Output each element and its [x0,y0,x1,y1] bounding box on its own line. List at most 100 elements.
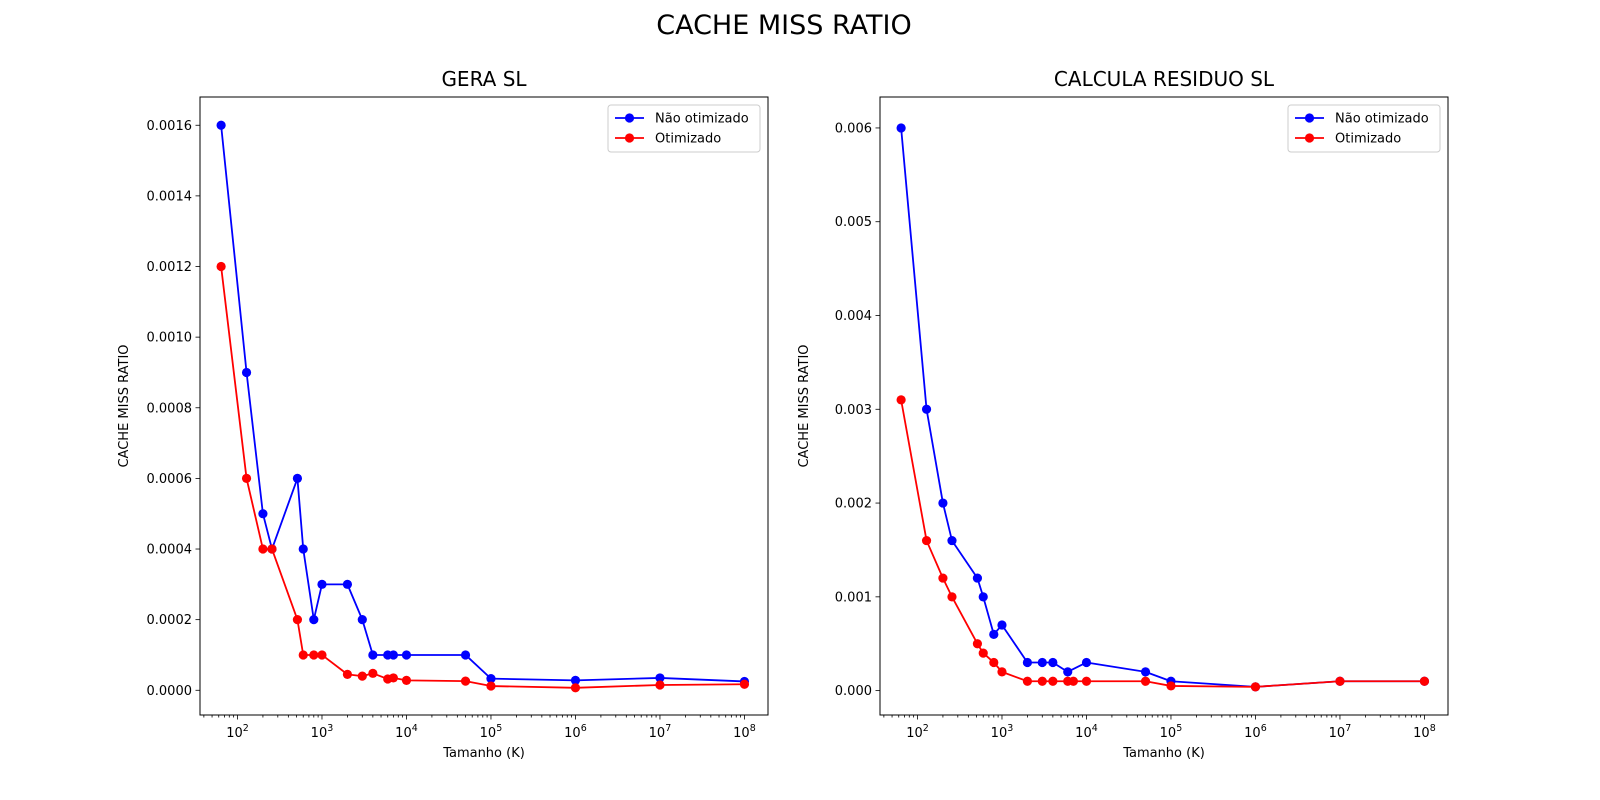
data-point [739,679,750,689]
data-point [947,592,957,602]
x-tick-label: 107 [1329,723,1352,741]
data-point [317,579,327,589]
data-point [317,650,327,660]
data-point [921,535,932,546]
x-tick-label: 103 [311,723,334,741]
y-tick-label: 0.006 [835,121,872,136]
x-axis-label: Tamanho (K) [1122,746,1205,761]
data-point [241,473,252,483]
x-tick-label: 104 [395,723,418,741]
x-tick-label: 103 [991,723,1014,741]
figure-title: CACHE MISS RATIO [656,10,912,41]
data-point [298,650,308,660]
data-point [938,573,948,583]
data-point [267,544,277,554]
data-point [460,650,471,660]
y-tick-label: 0.0006 [147,472,193,487]
data-point [216,120,226,130]
legend-label: Não otimizado [1335,112,1429,127]
legend-swatch-marker [624,133,635,143]
y-tick-label: 0.0012 [147,260,193,275]
x-axis-label: Tamanho (K) [442,746,525,761]
data-point [1022,676,1033,686]
data-point [258,509,268,519]
y-tick-label: 0.0002 [147,613,193,628]
data-point [292,615,303,625]
data-point [938,498,948,508]
x-tick-label: 104 [1075,723,1098,741]
legend-label: Otimizado [655,132,721,147]
chart-title: GERA SL [441,67,527,91]
data-point [972,573,983,583]
data-point [357,615,367,625]
legend-swatch-marker [624,113,635,123]
legend-box [607,104,761,153]
legend-swatch-marker [1304,133,1315,143]
data-point [298,544,308,554]
y-tick-label: 0.002 [835,497,872,512]
data-point [972,639,983,649]
data-point [1250,682,1261,692]
data-point [1037,676,1047,686]
data-point [1022,657,1033,668]
y-tick-label: 0.001 [835,590,872,605]
data-point [292,473,303,483]
data-point [978,592,988,602]
data-point [570,675,581,685]
data-point [486,681,496,691]
plot-frame [199,96,769,716]
x-tick-label: 106 [564,723,587,741]
data-point [258,544,268,554]
x-tick-label: 105 [1160,723,1183,741]
legend-label: Não otimizado [655,112,749,127]
data-point [342,579,353,589]
x-tick-label: 108 [1413,723,1436,741]
data-point [388,650,398,660]
data-point [947,535,957,546]
x-tick-label: 107 [649,723,672,741]
data-point [1063,667,1073,677]
data-point [368,650,378,660]
x-tick-label: 106 [1244,723,1267,741]
data-point [342,669,353,679]
data-point [1166,681,1176,691]
data-point [357,671,367,681]
y-tick-label: 0.0016 [147,119,193,134]
y-axis-label: CACHE MISS RATIO [117,344,132,467]
data-point [655,673,665,683]
legend: Não otimizado Otimizado [1287,104,1441,153]
legend: Não otimizado Otimizado [607,104,761,153]
data-point [570,683,581,693]
plot-frame [879,96,1449,716]
x-tick-label: 105 [480,723,503,741]
data-point [655,680,665,690]
data-point [460,676,471,686]
data-point [388,673,398,683]
chart-gera-sl: GERA SL 102 103 104 105 106 107 108 0.0000 0.0002… [117,67,769,761]
series-line [900,127,1425,688]
y-tick-label: 0.000 [835,684,872,699]
data-point [309,615,319,625]
data-point [1081,657,1092,668]
data-point [1140,676,1151,686]
data-point [978,648,988,658]
data-point [997,620,1007,630]
data-point [989,657,999,668]
data-point [1037,657,1047,668]
data-point [997,667,1007,677]
legend-box [1287,104,1441,153]
data-point [1048,657,1058,668]
y-tick-label: 0.005 [835,215,872,230]
data-point [1335,676,1345,686]
y-axis-label: CACHE MISS RATIO [797,344,812,467]
data-point [309,650,319,660]
y-tick-label: 0.0014 [147,189,193,204]
data-point [486,674,496,684]
data-point [1048,676,1058,686]
y-tick-label: 0.0010 [147,331,193,346]
data-point [1068,676,1078,686]
data-point [216,261,226,272]
y-tick-label: 0.003 [835,403,872,418]
data-point [921,404,932,414]
